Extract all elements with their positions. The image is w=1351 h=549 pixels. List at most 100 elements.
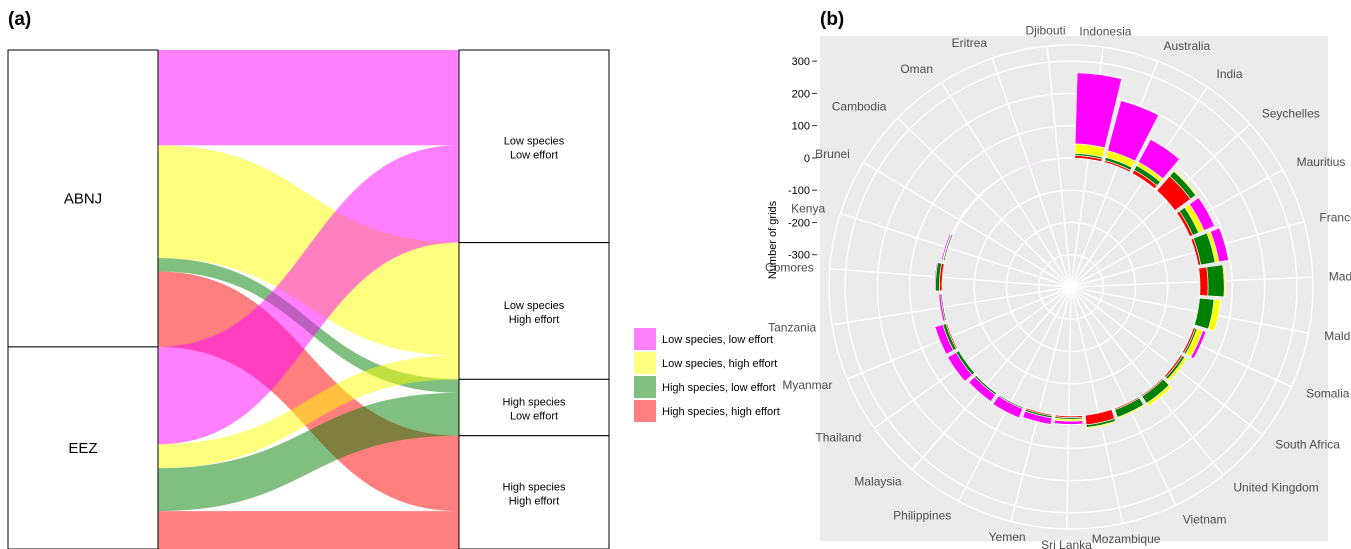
country-label-australia: Australia <box>1163 39 1210 53</box>
bar-south-africa-low_species_high_effort <box>1167 356 1188 382</box>
y-tick-label-2: -100 <box>788 185 810 197</box>
country-label-oman: Oman <box>900 62 933 76</box>
bar-thailand-low_species_low_effort <box>947 352 973 382</box>
right-node-2 <box>458 378 610 437</box>
bar-mauritius-low_species_low_effort <box>1188 197 1215 231</box>
right-node-label-2-line2: Low effort <box>510 411 558 423</box>
country-label-tanzania: Tanzania <box>768 320 816 334</box>
right-node-label-2-line1: High species <box>503 397 566 409</box>
country-label-south-africa: South Africa <box>1275 438 1340 452</box>
legend-label-2: High species, low effort <box>662 382 776 394</box>
right-node-1 <box>458 242 610 380</box>
bar-yemen-low_species_low_effort <box>1022 410 1053 425</box>
ring-5 <box>876 92 1266 482</box>
country-label-philippines: Philippines <box>893 509 951 523</box>
spoke-9 <box>1070 286 1263 436</box>
spoke-14 <box>1010 286 1072 522</box>
ring-1 <box>1005 221 1137 353</box>
spoke-16 <box>911 286 1072 471</box>
spoke-22 <box>863 161 1072 288</box>
right-node-0 <box>458 49 610 244</box>
y-tick-label-3: 0 <box>804 153 810 165</box>
y-tick-label-6: 300 <box>792 56 810 68</box>
country-label-madagascar: Madagascar <box>1329 269 1351 283</box>
spoke-6 <box>1070 276 1313 288</box>
panel-label-b: (b) <box>820 9 844 30</box>
ring-2 <box>973 189 1169 385</box>
bar-brunei-low_species_low_effort <box>951 207 968 233</box>
country-label-djibouti: Djibouti <box>1026 23 1066 37</box>
bar-maldives-low_species_high_effort <box>1207 299 1221 332</box>
spoke-20 <box>829 268 1072 288</box>
right-node-label-0-line2: Low effort <box>510 149 558 161</box>
spoke-13 <box>1066 286 1072 529</box>
left-node-label-0: ABNJ <box>64 190 102 207</box>
y-tick-label-0: -300 <box>788 250 810 262</box>
bar-philippines-low_species_low_effort <box>992 395 1024 419</box>
bar-comores-low_species_low_effort <box>934 262 939 292</box>
bar-madagascar-high_species_low_effort <box>1206 264 1225 298</box>
country-label-seychelles: Seychelles <box>1262 106 1320 120</box>
polar-panel: (b) Indonesia Australia India Seychelles Mau… <box>765 9 1351 549</box>
bar-myanmar-low_species_low_effort <box>934 324 954 355</box>
country-label-indonesia: Indonesia <box>1079 24 1131 38</box>
bar-eritrea-low_species_low_effort <box>1015 160 1043 171</box>
legend-label-3: High species, high effort <box>662 406 780 418</box>
bar-madagascar-low_species_high_effort <box>1222 264 1226 298</box>
bar-vietnam-low_species_high_effort <box>1117 404 1145 419</box>
spoke-12 <box>1070 286 1124 524</box>
spoke-8 <box>1070 286 1292 388</box>
flow-6 <box>158 392 459 512</box>
spoke-15 <box>958 286 1072 502</box>
bar-sri-lanka-low_species_low_effort <box>1053 419 1084 425</box>
y-tick-label-5: 200 <box>792 88 810 100</box>
y-axis: -300 -200 -100 0 100 200 300 <box>788 56 817 262</box>
country-label-mozambique: Mozambique <box>1092 532 1161 546</box>
y-axis-title: Number of grids <box>767 200 779 279</box>
legend-swatch-1 <box>634 352 656 374</box>
spoke-5 <box>1070 220 1305 288</box>
left-node-label-1: EEZ <box>68 440 97 457</box>
panel-label-a: (a) <box>8 9 31 30</box>
country-label-thailand: Thailand <box>815 430 861 444</box>
country-label-somalia: Somalia <box>1306 386 1350 400</box>
bar-india-low_species_low_effort <box>1137 138 1181 180</box>
legend-swatch-0 <box>634 328 656 350</box>
spoke-19 <box>831 286 1072 326</box>
spoke-1 <box>1070 60 1159 288</box>
spoke-23 <box>897 117 1072 288</box>
country-label-france: France <box>1319 210 1351 224</box>
right-node-label-3-line2: High effort <box>509 495 560 507</box>
country-label-brunei: Brunei <box>815 147 850 161</box>
spoke-3 <box>1070 123 1251 288</box>
country-label-india: India <box>1217 67 1243 81</box>
legend-swatch-3 <box>634 400 656 422</box>
bar-kenya-low_species_low_effort <box>941 233 952 261</box>
spoke-17 <box>873 286 1072 429</box>
spoke-18 <box>846 286 1072 380</box>
y-tick-label-1: -200 <box>788 217 810 229</box>
country-label-maldives: Maldives <box>1324 329 1351 343</box>
country-label-mauritius: Mauritius <box>1297 155 1346 169</box>
country-label-yemen: Yemen <box>989 530 1026 544</box>
left-node-1 <box>7 346 159 549</box>
flow-0 <box>158 50 459 146</box>
right-node-label-0-line1: Low species <box>504 135 565 147</box>
spoke-2 <box>1070 86 1209 288</box>
flow-4 <box>158 145 459 445</box>
bar-seychelles-low_species_high_effort <box>1173 169 1198 196</box>
spoke-4 <box>1070 169 1283 288</box>
legend-label-0: Low species, low effort <box>662 334 773 346</box>
bar-tanzania-low_species_low_effort <box>938 293 946 322</box>
country-label-sri-lanka: Sri Lanka <box>1041 538 1092 549</box>
bar-oman-low_species_low_effort <box>990 170 1015 187</box>
right-node-label-1-line2: High effort <box>509 314 560 326</box>
right-node-label-1-line1: Low species <box>504 300 565 312</box>
spoke-7 <box>1070 286 1309 334</box>
spoke-21 <box>840 212 1072 288</box>
bar-australia-low_species_low_effort <box>1107 100 1160 162</box>
bar-malaysia-low_species_low_effort <box>968 376 996 402</box>
left-node-0 <box>7 49 159 348</box>
alluvial-panel: (a) ABNJ EEZ Low species Low effort Low spe… <box>7 9 780 549</box>
